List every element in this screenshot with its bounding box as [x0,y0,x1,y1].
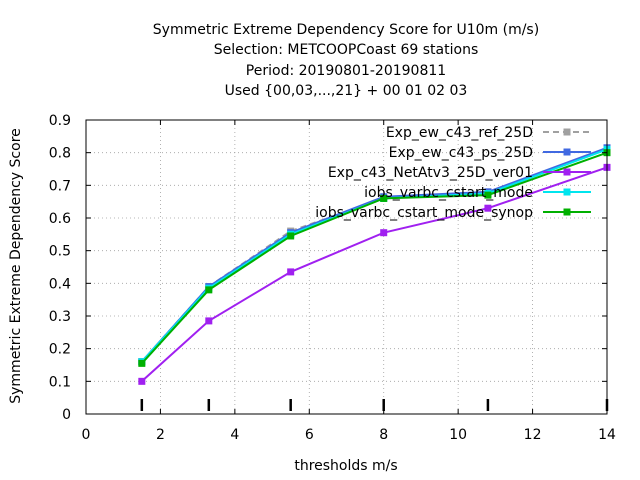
data-point [205,286,213,294]
y-tick-label: 0.3 [49,309,71,325]
legend-label: iobs_varbc_cstart_mode [364,185,533,201]
x-tick-label: 6 [305,427,314,443]
legend-marker [563,188,571,196]
x-tick-label: 2 [156,427,165,443]
data-point [484,191,492,199]
legend-label: Exp_ew_c43_ps_25D [389,145,533,161]
chart-title: Symmetric Extreme Dependency Score for U… [153,22,539,99]
legend-marker [563,168,571,176]
series-line [141,148,608,363]
x-tick-label: 10 [449,427,467,443]
legend-marker [563,148,571,156]
title-line-2: Selection: METCOOPCoast 69 stations [214,42,479,58]
x-tick-label: 14 [598,427,616,443]
title-line-3: Period: 20190801-20190811 [246,63,446,79]
y-tick-label: 0 [62,407,71,423]
y-tick-label: 0.2 [49,342,71,358]
legend-label: Exp_c43_NetAtv3_25D_ver01 [328,165,533,181]
y-tick-label: 0.8 [49,146,71,162]
data-point [380,229,388,237]
data-point [380,194,388,202]
x-tick-label: 4 [230,427,239,443]
threshold-marks [140,399,609,411]
data-point [287,268,295,276]
data-point [484,204,492,212]
grid [86,120,607,414]
data-point [287,232,295,240]
series-line [141,166,608,383]
x-axis-label: thresholds m/s [294,458,397,474]
plot-frame [85,119,608,415]
series-5 [138,149,611,367]
y-tick-label: 0.6 [49,211,71,227]
data-point [138,359,146,367]
x-tick-label: 12 [524,427,542,443]
series-line [141,151,608,365]
y-axis-label: Symmetric Extreme Dependency Score [8,128,24,404]
y-tick-label: 0.9 [49,113,71,129]
legend: Exp_ew_c43_ref_25D Exp_ew_c43_ps_25D Exp_c… [315,125,591,221]
y-tick-label: 0.1 [49,374,71,390]
legend-marker [563,128,571,136]
y-axis-ticks: 0 0.1 0.2 0.3 0.4 0.5 0.6 0.7 0.8 0.9 [49,113,607,423]
data-point [205,317,213,325]
title-line-4: Used {00,03,...,21} + 00 01 02 03 [225,83,468,99]
x-tick-label: 0 [82,427,91,443]
data-point [138,377,146,385]
legend-label: iobs_varbc_cstart_mode_synop [315,205,533,221]
y-tick-label: 0.4 [49,276,71,292]
x-axis-ticks: 0 2 4 6 8 10 12 14 [82,120,616,443]
y-tick-label: 0.7 [49,178,71,194]
legend-label: Exp_ew_c43_ref_25D [386,125,533,141]
series-line [141,148,608,363]
x-tick-label: 8 [379,427,388,443]
title-line-1: Symmetric Extreme Dependency Score for U… [153,22,539,38]
legend-marker [563,208,571,216]
y-tick-label: 0.5 [49,244,71,260]
series-group [138,144,611,385]
